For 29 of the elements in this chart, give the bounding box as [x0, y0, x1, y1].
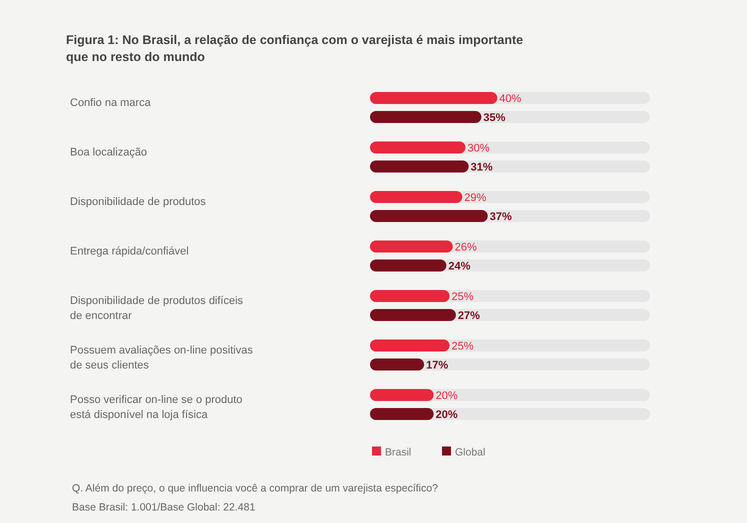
y-tick-label: Entrega rápida/confiável — [70, 246, 189, 258]
legend-label: Global — [455, 446, 486, 458]
y-tick-label: Disponibilidade de produtos — [70, 196, 206, 208]
data-label: 40% — [499, 93, 522, 105]
y-tick-label: Confio na marca — [70, 97, 152, 109]
text: Base Brasil: 1.001/Base Global: 22.481 — [72, 502, 256, 514]
data-label: 25% — [452, 340, 474, 352]
legend-label: Brasil — [385, 446, 412, 458]
data-label: 37% — [490, 211, 512, 223]
data-label: 27% — [458, 310, 480, 322]
y-tick-label: Posso verificar on-line se o produto está disponível na loja física — [70, 394, 242, 421]
y-tick-label: Boa localização — [70, 146, 148, 158]
data-label: 20% — [436, 409, 458, 421]
bar — [370, 408, 434, 420]
y-tick-label: Disponibilidade de produtos difíceis de encontrar — [70, 295, 244, 322]
data-label: 29% — [464, 192, 487, 204]
data-label: 25% — [452, 291, 474, 303]
bar — [370, 358, 424, 370]
data-label: 20% — [436, 390, 458, 402]
y-tick-label: Possuem avaliações on-line positivas de seus clientes — [70, 344, 254, 372]
text: Q. Além do preço, o que influencia você a comprar de um varejista específico? — [72, 482, 438, 494]
data-label: 31% — [470, 162, 493, 174]
chart-title: Figura 1: No Brasil, a relação de confiança com o varejista é mais importante que no resto do mundo — [66, 33, 524, 64]
bar — [370, 389, 434, 401]
data-label: 35% — [483, 112, 506, 124]
data-label: 26% — [454, 242, 477, 254]
data-label: 30% — [467, 142, 490, 154]
data-label: 24% — [448, 260, 471, 272]
data-label: 17% — [426, 360, 448, 372]
